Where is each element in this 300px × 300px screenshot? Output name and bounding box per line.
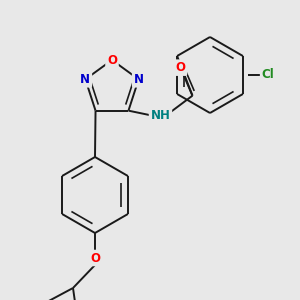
Text: O: O <box>176 61 185 74</box>
Text: O: O <box>107 53 117 67</box>
Text: N: N <box>80 73 90 86</box>
Text: NH: NH <box>151 109 170 122</box>
Text: O: O <box>90 251 100 265</box>
Text: Cl: Cl <box>262 68 275 82</box>
Text: N: N <box>134 73 144 86</box>
